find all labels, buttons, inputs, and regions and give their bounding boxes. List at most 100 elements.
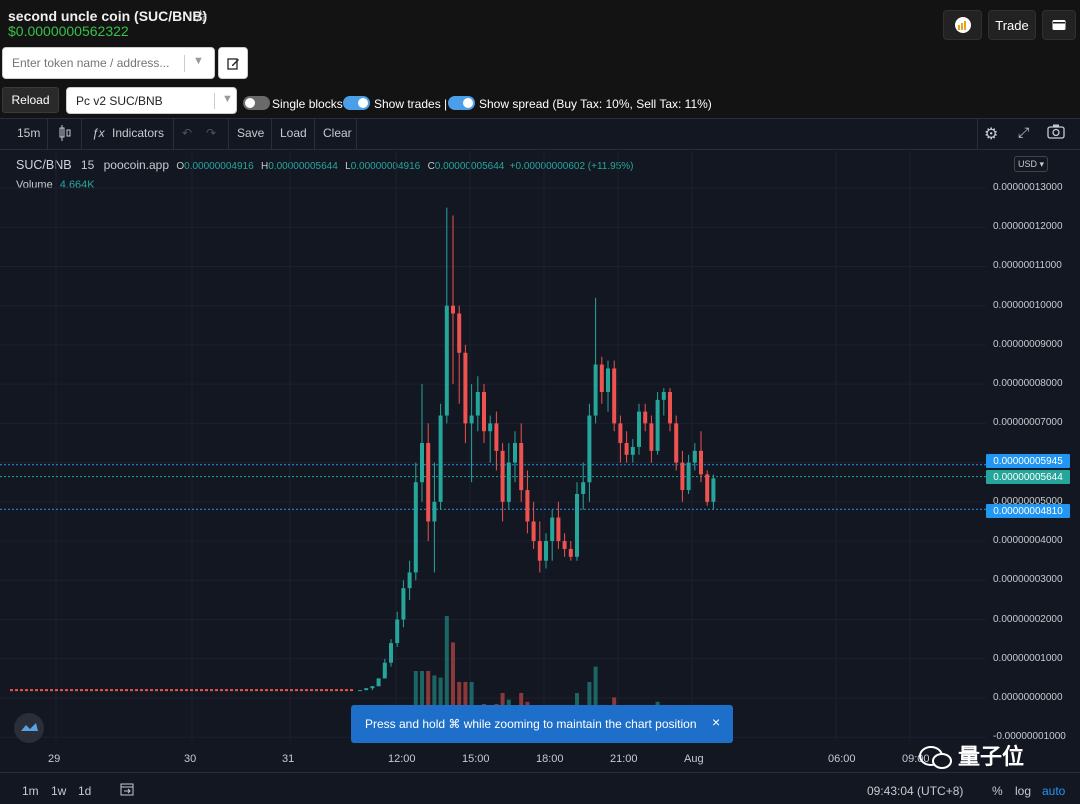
candle-body [581, 482, 586, 494]
candle-body [457, 313, 462, 353]
candle-body [587, 415, 592, 483]
fullscreen-icon[interactable]: ⤢ [1018, 124, 1030, 140]
y-tick-label: 0.00000009000 [993, 338, 1063, 350]
candle-body [438, 415, 443, 502]
y-tick-label: 0.00000002000 [993, 613, 1063, 625]
divider [977, 119, 978, 150]
percent-toggle[interactable]: % [992, 784, 1003, 798]
chart-icon [954, 17, 971, 33]
auto-toggle[interactable]: auto [1042, 784, 1066, 798]
fx-icon: ƒx [92, 126, 105, 140]
goto-date-icon[interactable] [120, 782, 134, 799]
show-spread-label: Show spread (Buy Tax: 10%, Sell Tax: 11%… [479, 97, 712, 111]
y-tick-label: 0.00000008000 [993, 378, 1063, 390]
candle-body [370, 686, 375, 689]
chart-toolbar: 15m ƒx Indicators ↶ ↷ Save Load Clear ⚙ … [0, 119, 1080, 150]
legend-interval: 15 [80, 158, 95, 172]
chevron-down-icon[interactable]: ▼ [193, 55, 204, 67]
candle-body [500, 450, 505, 502]
candle-body [389, 643, 393, 663]
toast-text: Press and hold ⌘ while zooming to mainta… [365, 717, 697, 731]
range-1m-button[interactable]: 1m [22, 784, 39, 798]
coin-price: $0.0000000562322 [8, 23, 129, 39]
clock-time[interactable]: 09:43:04 (UTC+8) [867, 784, 964, 798]
y-tick-label: 0.00000001000 [993, 652, 1063, 664]
divider [47, 119, 48, 150]
candle-body [674, 423, 679, 463]
indicators-button[interactable]: Indicators [112, 126, 165, 140]
chart-toggle-button[interactable] [943, 10, 982, 40]
candle-style-icon[interactable] [58, 125, 72, 144]
candle-body [376, 678, 381, 687]
legend-c-label: C [427, 161, 435, 172]
candle-body [531, 521, 536, 542]
star-icon[interactable]: ☆ [193, 7, 209, 26]
y-tick-label: 0.00000007000 [993, 417, 1063, 429]
y-tick-label: 0.00000000000 [993, 692, 1063, 703]
settings-gear-icon[interactable]: ⚙ [984, 126, 999, 143]
legend-o-label: O [176, 161, 185, 172]
candle-body [364, 688, 369, 691]
show-trades-toggle[interactable] [343, 96, 370, 110]
legend-l-label: L [345, 161, 351, 172]
divider [228, 119, 229, 150]
interval-button[interactable]: 15m [17, 126, 41, 140]
reload-button[interactable]: Reload [2, 87, 59, 113]
token-search[interactable]: ▼ [2, 47, 215, 79]
candle-body [575, 494, 579, 557]
divider [356, 119, 357, 150]
candle-body [692, 450, 697, 463]
volume-bar [451, 642, 455, 741]
log-toggle[interactable]: log [1015, 784, 1032, 798]
spread-low-tag: 0.00000004810 [986, 504, 1070, 518]
candle-body [519, 443, 524, 491]
load-button[interactable]: Load [280, 126, 307, 140]
show-spread-toggle[interactable] [448, 96, 475, 110]
last-price-tag: 0.00000005644 [986, 470, 1070, 484]
candle-body [444, 305, 449, 416]
pair-select[interactable]: Pc v2 SUC/BNB ▼ [66, 87, 237, 114]
wallet-button[interactable] [1042, 10, 1076, 40]
currency-select[interactable]: USD ▾ [1014, 156, 1048, 172]
chart-container: 15m ƒx Indicators ↶ ↷ Save Load Clear ⚙ … [0, 118, 1080, 804]
candle-body [463, 352, 468, 424]
wallet-icon [1052, 20, 1066, 30]
edit-button[interactable] [218, 47, 248, 79]
divider [314, 119, 315, 150]
tradingview-logo-icon[interactable] [14, 713, 44, 743]
candle-body [525, 490, 530, 522]
close-icon[interactable]: × [712, 714, 721, 730]
candle-body [630, 446, 635, 455]
y-tick-label: 0.00000013000 [993, 182, 1063, 193]
candle-body [475, 392, 480, 416]
undo-icon[interactable]: ↶ [182, 126, 193, 140]
toggle-knob [245, 98, 255, 108]
zoom-hint-toast: Press and hold ⌘ while zooming to mainta… [351, 705, 733, 743]
x-tick-label: 21:00 [610, 753, 638, 765]
candle-body [494, 423, 499, 451]
candle-body [469, 415, 474, 424]
single-blocks-toggle[interactable] [243, 96, 270, 110]
trade-button[interactable]: Trade [988, 10, 1036, 40]
x-tick-label: 29 [48, 753, 61, 765]
token-search-input[interactable] [3, 48, 183, 78]
currency-value: USD [1017, 159, 1037, 169]
redo-icon[interactable]: ↷ [206, 126, 217, 140]
candle-body [413, 482, 418, 573]
chevron-down-icon: ▼ [222, 93, 233, 105]
candle-body [612, 368, 617, 424]
toggle-knob [358, 98, 368, 108]
save-button[interactable]: Save [237, 126, 265, 140]
range-1d-button[interactable]: 1d [78, 784, 92, 798]
clear-button[interactable]: Clear [323, 126, 352, 140]
price-chart[interactable] [0, 151, 986, 771]
candle-body [426, 443, 431, 522]
range-1w-button[interactable]: 1w [51, 784, 67, 798]
candle-body [556, 517, 561, 542]
candle-body [488, 423, 493, 432]
volume-bar [444, 616, 449, 741]
candle-body [637, 411, 641, 447]
camera-icon[interactable] [1047, 123, 1065, 142]
y-tick-label: 0.00000012000 [993, 221, 1063, 233]
candle-body [661, 392, 666, 400]
